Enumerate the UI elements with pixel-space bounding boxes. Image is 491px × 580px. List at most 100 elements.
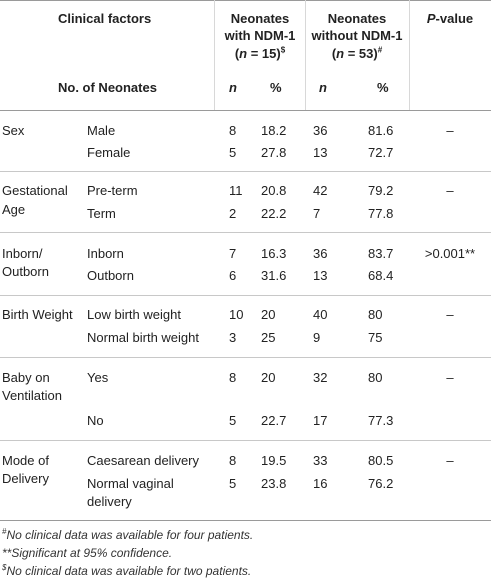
cell-pct-with: 23.8 xyxy=(261,476,287,491)
cell-pct-with: 25 xyxy=(261,330,276,345)
sub-label: Pre-term xyxy=(87,183,138,198)
cell-n-without: 16 xyxy=(313,476,328,491)
header-n-without: n xyxy=(319,80,327,95)
cell-n-with: 8 xyxy=(229,123,237,138)
cell-n-without: 36 xyxy=(313,246,328,261)
cell-p-value: – xyxy=(446,123,454,138)
factor-label-line2: Outborn xyxy=(2,264,49,279)
footnote-2: **Significant at 95% confidence. xyxy=(2,546,173,560)
cell-n-with: 5 xyxy=(229,413,237,428)
sub-label: Male xyxy=(87,123,116,138)
cell-n-with: 7 xyxy=(229,246,237,261)
cell-n-without: 42 xyxy=(313,183,328,198)
header-clinical-factors: Clinical factors xyxy=(58,11,152,26)
cell-pct-with: 31.6 xyxy=(261,268,287,283)
header-divider xyxy=(214,0,215,110)
cell-n-with: 8 xyxy=(229,453,237,468)
cell-n-without: 40 xyxy=(313,307,328,322)
cell-n-with: 10 xyxy=(229,307,244,322)
group-rule xyxy=(0,295,491,296)
cell-p-value: – xyxy=(446,453,454,468)
sub-label: Normal birth weight xyxy=(87,330,199,345)
sub-label: Normal vaginal xyxy=(87,476,174,491)
group-rule xyxy=(0,171,491,172)
header-with-ndm-line2: with NDM-1 xyxy=(224,28,296,43)
cell-p-value: – xyxy=(446,370,454,385)
cell-n-without: 9 xyxy=(313,330,321,345)
cell-pct-with: 22.7 xyxy=(261,413,287,428)
header-without-ndm-count: (n = 53)# xyxy=(331,45,383,61)
cell-pct-with: 20.8 xyxy=(261,183,287,198)
cell-pct-with: 20 xyxy=(261,307,276,322)
cell-n-without: 33 xyxy=(313,453,328,468)
cell-pct-without: 77.3 xyxy=(368,413,394,428)
cell-pct-without: 75 xyxy=(368,330,383,345)
header-with-ndm-count: (n = 15)$ xyxy=(234,45,286,61)
sub-label: Low birth weight xyxy=(87,307,181,322)
header-without-ndm-line1: Neonates xyxy=(327,11,387,26)
cell-n-without: 32 xyxy=(313,370,328,385)
table-top-rule xyxy=(0,0,491,1)
factor-label: Gestational xyxy=(2,183,68,198)
sub-label: Term xyxy=(87,206,116,221)
cell-n-with: 2 xyxy=(229,206,237,221)
cell-n-without: 13 xyxy=(313,268,328,283)
group-rule xyxy=(0,440,491,441)
cell-pct-with: 19.5 xyxy=(261,453,287,468)
cell-p-value: – xyxy=(446,183,454,198)
sub-label: No xyxy=(87,413,104,428)
cell-pct-without: 80.5 xyxy=(368,453,394,468)
header-bottom-rule xyxy=(0,110,491,111)
factor-label: Sex xyxy=(2,123,25,138)
cell-pct-with: 18.2 xyxy=(261,123,287,138)
cell-p-value: >0.001** xyxy=(424,246,476,261)
cell-n-with: 8 xyxy=(229,370,237,385)
cell-n-without: 7 xyxy=(313,206,321,221)
header-pct-with: % xyxy=(270,80,282,95)
cell-n-with: 5 xyxy=(229,145,237,160)
header-p-value: P-value xyxy=(426,11,474,26)
cell-pct-with: 16.3 xyxy=(261,246,287,261)
group-rule xyxy=(0,232,491,233)
footnote-1: #No clinical data was available for four… xyxy=(2,527,254,543)
header-divider xyxy=(409,0,410,110)
group-rule xyxy=(0,357,491,358)
header-without-ndm-line2: without NDM-1 xyxy=(311,28,403,43)
header-pct-without: % xyxy=(377,80,389,95)
factor-label: Baby on xyxy=(2,370,50,385)
cell-n-with: 11 xyxy=(229,183,243,198)
cell-n-without: 17 xyxy=(313,413,328,428)
cell-pct-with: 27.8 xyxy=(261,145,287,160)
cell-pct-without: 81.6 xyxy=(368,123,394,138)
factor-label: Inborn/ xyxy=(2,246,43,261)
cell-pct-without: 76.2 xyxy=(368,476,394,491)
factor-label-line2: Age xyxy=(2,202,26,217)
cell-pct-without: 68.4 xyxy=(368,268,394,283)
cell-p-value: – xyxy=(446,307,454,322)
header-divider xyxy=(305,0,306,110)
sub-label: Outborn xyxy=(87,268,134,283)
factor-label: Mode of xyxy=(2,453,49,468)
header-with-ndm-line1: Neonates xyxy=(230,11,290,26)
table-bottom-rule xyxy=(0,520,491,521)
factor-label-line2: Ventilation xyxy=(2,388,62,403)
cell-n-with: 5 xyxy=(229,476,237,491)
header-n-with: n xyxy=(229,80,237,95)
sub-label: Inborn xyxy=(87,246,124,261)
sub-label: Yes xyxy=(87,370,109,385)
footnote-3: $No clinical data was available for two … xyxy=(2,563,252,579)
sub-label: Female xyxy=(87,145,131,160)
cell-pct-without: 80 xyxy=(368,370,383,385)
factor-label-line2: Delivery xyxy=(2,471,49,486)
cell-pct-with: 20 xyxy=(261,370,276,385)
cell-pct-without: 77.8 xyxy=(368,206,394,221)
sub-label: Caesarean delivery xyxy=(87,453,200,468)
cell-pct-without: 79.2 xyxy=(368,183,394,198)
cell-n-with: 6 xyxy=(229,268,237,283)
cell-n-without: 13 xyxy=(313,145,328,160)
cell-pct-without: 80 xyxy=(368,307,383,322)
cell-n-with: 3 xyxy=(229,330,237,345)
factor-label: Birth Weight xyxy=(2,307,73,322)
sub-label-line2: delivery xyxy=(87,494,132,509)
cell-pct-without: 72.7 xyxy=(368,145,394,160)
